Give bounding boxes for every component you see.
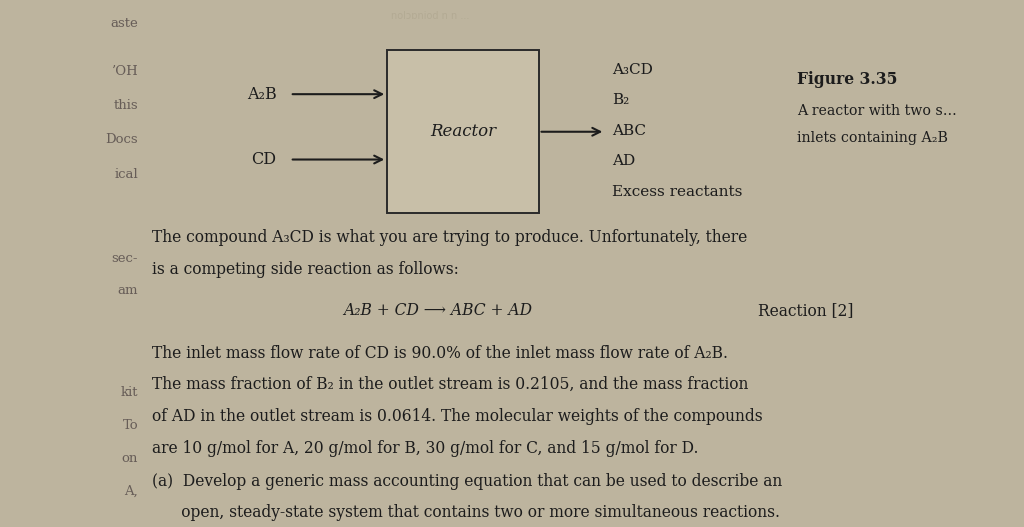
Text: on: on bbox=[122, 452, 138, 465]
Text: To: To bbox=[123, 419, 138, 432]
Text: Reaction [2]: Reaction [2] bbox=[758, 302, 853, 319]
Text: nolɔɒniod n n ...: nolɔɒniod n n ... bbox=[391, 11, 469, 21]
Text: The inlet mass flow rate of CD is 90.0% of the inlet mass flow rate of A₂B.: The inlet mass flow rate of CD is 90.0% … bbox=[152, 345, 727, 362]
Text: aste: aste bbox=[111, 17, 138, 30]
Text: ’OH: ’OH bbox=[112, 65, 138, 77]
Text: AD: AD bbox=[612, 154, 636, 168]
Text: ...bəɿɿoɿɿzq əd...: ...bəɿɿoɿɿzq əd... bbox=[388, 143, 472, 152]
Text: ical: ical bbox=[115, 169, 138, 181]
Text: A₂B + CD ⟶ ABC + AD: A₂B + CD ⟶ ABC + AD bbox=[343, 302, 532, 319]
Text: The mass fraction of B₂ in the outlet stream is 0.2105, and the mass fraction: The mass fraction of B₂ in the outlet st… bbox=[152, 376, 748, 393]
Text: Excess reactants: Excess reactants bbox=[612, 185, 742, 199]
Bar bbox=[387, 50, 539, 213]
Text: CD: CD bbox=[252, 151, 276, 168]
Text: ABC: ABC bbox=[612, 124, 646, 138]
Text: A₃CD: A₃CD bbox=[612, 63, 653, 76]
Text: am: am bbox=[118, 285, 138, 297]
Text: Figure 3.35: Figure 3.35 bbox=[797, 71, 897, 88]
Text: A₂B: A₂B bbox=[247, 86, 276, 103]
Text: (a)  Develop a generic mass accounting equation that can be used to describe an: (a) Develop a generic mass accounting eq… bbox=[152, 473, 781, 490]
Text: are 10 g/mol for A, 20 g/mol for B, 30 g/mol for C, and 15 g/mol for D.: are 10 g/mol for A, 20 g/mol for B, 30 g… bbox=[152, 440, 698, 456]
Text: kit: kit bbox=[121, 386, 138, 399]
Text: open, steady-state system that contains two or more simultaneous reactions.: open, steady-state system that contains … bbox=[152, 504, 779, 521]
Text: inlets containing A₂B: inlets containing A₂B bbox=[797, 131, 947, 145]
Text: Reactor: Reactor bbox=[430, 123, 496, 140]
Text: sec-: sec- bbox=[112, 252, 138, 265]
Text: this: this bbox=[114, 99, 138, 112]
Text: of AD in the outlet stream is 0.0614. The molecular weights of the compounds: of AD in the outlet stream is 0.0614. Th… bbox=[152, 408, 762, 425]
Text: B₂: B₂ bbox=[612, 93, 630, 107]
Text: is a competing side reaction as follows:: is a competing side reaction as follows: bbox=[152, 261, 459, 278]
Text: A,: A, bbox=[125, 485, 138, 497]
Text: A reactor with two s…: A reactor with two s… bbox=[797, 103, 956, 118]
Text: ...loms ɿl ol 8...: ...loms ɿl ol 8... bbox=[393, 90, 467, 100]
Text: Docs: Docs bbox=[105, 133, 138, 146]
Text: The compound A₃CD is what you are trying to produce. Unfortunately, there: The compound A₃CD is what you are trying… bbox=[152, 229, 746, 246]
